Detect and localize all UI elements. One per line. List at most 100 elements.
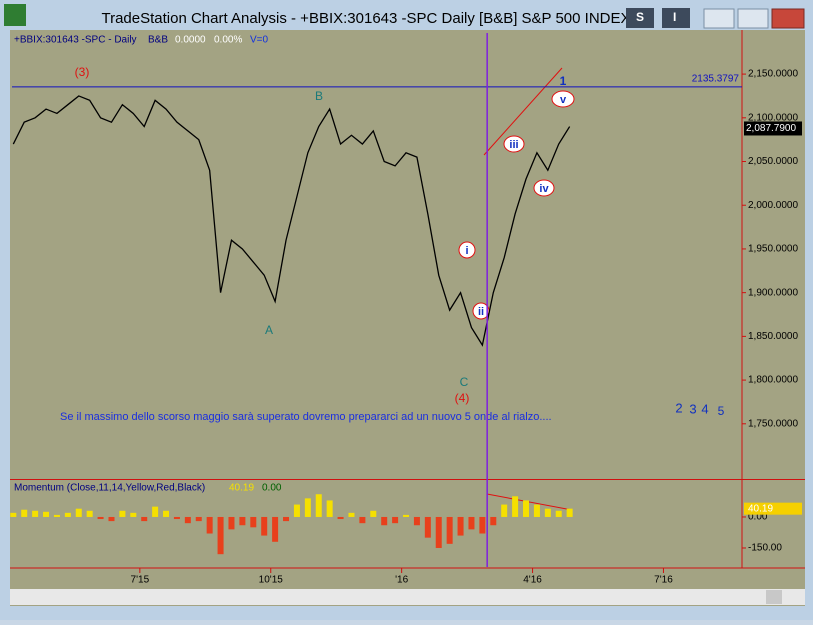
- x-tick-label: '16: [395, 575, 408, 586]
- x-tick-label: 10'15: [259, 575, 284, 586]
- momentum-bar: [10, 512, 17, 517]
- momentum-bar: [413, 516, 420, 526]
- momentum-bar: [250, 516, 257, 528]
- momentum-bar: [141, 516, 148, 522]
- momentum-bar: [326, 500, 333, 517]
- last-value-label: 40.19: [748, 503, 773, 514]
- minimize-button[interactable]: [703, 8, 735, 29]
- wave-label: ii: [478, 306, 484, 318]
- momentum-bar: [512, 496, 519, 517]
- momentum-bar: [64, 512, 71, 517]
- header: 0.0000: [175, 35, 206, 46]
- header: +BBIX:301643 -SPC - Daily: [14, 35, 137, 46]
- wave-label: i: [465, 245, 468, 257]
- wave-label: B: [315, 89, 323, 103]
- close-button[interactable]: [771, 8, 805, 29]
- wave-label: 2: [675, 400, 682, 415]
- momentum-bar: [184, 516, 191, 524]
- wave-label: 4: [701, 401, 708, 416]
- momentum-bar: [392, 516, 399, 524]
- momentum-bar: [403, 514, 410, 517]
- momentum-bar: [228, 516, 235, 530]
- momentum-bar: [261, 516, 268, 536]
- momentum-bar: [43, 511, 50, 517]
- y-tick-label: 1,850.0000: [748, 331, 798, 342]
- momentum-bar: [206, 516, 213, 534]
- momentum-bar: [544, 508, 551, 517]
- wave-circle: [458, 241, 476, 259]
- wave-label: v: [560, 94, 567, 106]
- y-tick-label: 0.00: [748, 512, 768, 523]
- momentum-bar: [97, 516, 104, 520]
- momentum-bar: [348, 512, 355, 517]
- last-price-label: 2,087.7900: [746, 123, 796, 134]
- momentum-bar: [108, 516, 115, 522]
- wave-label: (4): [455, 391, 470, 405]
- momentum-bar: [86, 510, 93, 517]
- momentum-bar: [195, 516, 202, 522]
- momentum-bar: [381, 516, 388, 526]
- header: V=0: [250, 35, 269, 46]
- momentum-bar: [555, 510, 562, 517]
- last-value-box: [744, 502, 802, 515]
- momentum-bar: [152, 506, 159, 517]
- x-tick-label: 7'16: [654, 575, 673, 586]
- momentum-bar: [163, 510, 170, 517]
- trend-line: [486, 493, 573, 511]
- momentum-bar: [75, 508, 82, 517]
- momentum-bar: [53, 514, 60, 517]
- momentum-bar: [130, 512, 137, 517]
- header: 0.00: [262, 483, 282, 494]
- momentum-bar: [457, 516, 464, 536]
- momentum-bar: [304, 498, 311, 517]
- trend-line: [483, 67, 563, 156]
- menu-button[interactable]: [662, 8, 690, 28]
- wave-label: (3): [75, 65, 90, 79]
- momentum-bar: [479, 516, 486, 534]
- wave-label: 1: [560, 74, 567, 88]
- momentum-bar: [239, 516, 246, 526]
- momentum-bar: [337, 516, 344, 520]
- momentum-bar: [293, 504, 300, 517]
- menu-button-label: S: [636, 10, 644, 24]
- price-line: [12, 95, 571, 347]
- momentum-bar: [490, 516, 497, 526]
- momentum-bar: [32, 510, 39, 517]
- window-title: TradeStation Chart Analysis - +BBIX:3016…: [101, 10, 630, 27]
- y-tick-label: 1,900.0000: [748, 287, 798, 298]
- momentum-bar: [21, 509, 28, 517]
- chart-area: [10, 30, 805, 606]
- momentum-bar: [523, 500, 530, 517]
- y-tick-label: 1,750.0000: [748, 418, 798, 429]
- reference-label: 2135.3797: [692, 74, 740, 85]
- momentum-bar: [501, 504, 508, 517]
- header: B&B: [148, 35, 168, 46]
- momentum-bar: [272, 516, 279, 542]
- momentum-bar: [435, 516, 442, 548]
- header: 40.19: [229, 483, 254, 494]
- wave-circle: [551, 90, 575, 108]
- y-tick-label: -150.00: [748, 543, 782, 554]
- momentum-bar: [173, 516, 180, 520]
- wave-label: C: [460, 375, 469, 389]
- app-icon: [4, 4, 26, 26]
- momentum-bar: [217, 516, 224, 555]
- y-tick-label: 2,100.0000: [748, 112, 798, 123]
- momentum-bar: [424, 516, 431, 538]
- wave-label: iii: [509, 139, 518, 151]
- annotation: Se il massimo dello scorso maggio sarà s…: [60, 411, 552, 423]
- scroll-thumb[interactable]: [766, 590, 782, 604]
- momentum-bar: [370, 510, 377, 517]
- x-tick-label: 7'15: [131, 575, 150, 586]
- wave-circle: [503, 135, 525, 153]
- momentum-bar: [315, 494, 322, 517]
- momentum-bar: [359, 516, 366, 524]
- maximize-button[interactable]: [737, 8, 769, 29]
- scrollbar[interactable]: [10, 589, 805, 605]
- momentum-bar: [283, 516, 290, 522]
- wave-label: 3: [689, 401, 696, 416]
- y-tick-label: 1,950.0000: [748, 244, 798, 255]
- y-tick-label: 2,050.0000: [748, 156, 798, 167]
- menu-button[interactable]: [626, 8, 654, 28]
